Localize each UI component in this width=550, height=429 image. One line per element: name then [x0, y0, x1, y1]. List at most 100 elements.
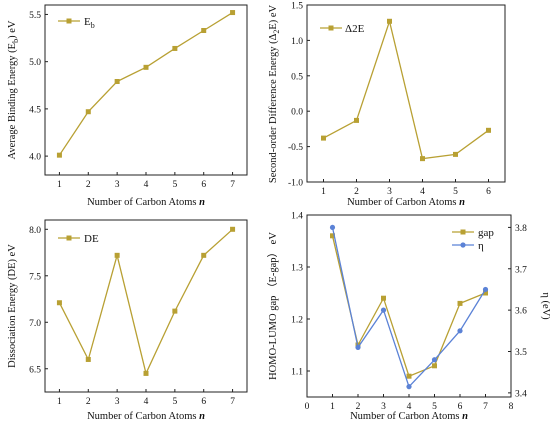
legend: DE — [58, 233, 99, 245]
data-point — [457, 328, 463, 334]
y-axis-title: Second-order Difference Energy (Δ2E) eV — [268, 4, 281, 183]
x-tick-label: 3 — [381, 402, 386, 412]
data-point — [201, 28, 207, 33]
data-point — [457, 300, 463, 306]
y-tick-label: 4.0 — [29, 153, 41, 163]
y-right-tick-label: 3.6 — [515, 307, 527, 317]
data-point — [354, 117, 359, 123]
legend-label: DE — [84, 233, 99, 245]
y-tick-label: -1.0 — [288, 179, 303, 189]
data-point — [143, 370, 149, 376]
data-point — [355, 344, 361, 350]
data-point — [56, 300, 62, 306]
plot-frame — [44, 219, 248, 393]
data-point — [482, 286, 489, 293]
y-axis-title: Average Binding Energy (Eb) eV — [7, 20, 20, 159]
data-point — [143, 64, 149, 70]
y-axis: 4.0 4.5 5.0 5.5 — [29, 11, 48, 163]
x-tick-label: 0 — [305, 402, 310, 412]
series-line-primary — [58, 228, 234, 376]
y-tick-label: 6.5 — [29, 365, 41, 375]
x-tick-label: 6 — [486, 187, 491, 197]
x-tick-label: 2 — [86, 397, 91, 407]
y-tick-label: 1.3 — [291, 264, 303, 274]
data-point — [172, 308, 178, 314]
x-axis-title: Number of Carbon Atoms n — [87, 411, 205, 422]
x-tick-label: 2 — [354, 187, 359, 197]
x-tick-label: 5 — [172, 180, 177, 190]
data-point — [431, 357, 438, 363]
legend-swatch-marker-eta — [460, 242, 466, 248]
x-axis-title: Number of Carbon Atoms n — [87, 197, 205, 208]
series-line-secondary — [331, 227, 487, 388]
x-tick-label: 5 — [432, 402, 437, 412]
y-tick-label: 5.5 — [29, 11, 41, 21]
y-tick-label: 1.4 — [291, 212, 303, 222]
y-tick-label: 1.2 — [291, 316, 303, 326]
x-tick-label: 3 — [115, 180, 120, 190]
x-axis: 1 2 3 4 5 6 7 — [57, 389, 235, 407]
x-tick-label: 6 — [201, 397, 206, 407]
x-tick-label: 1 — [330, 402, 335, 412]
data-point — [380, 307, 387, 313]
x-tick-label: 2 — [86, 180, 91, 190]
data-point — [406, 373, 412, 379]
data-point — [329, 224, 336, 231]
panel-homo-lumo-gap: 1.1 1.2 1.3 1.4 3.4 3.5 3.6 3.7 3.8 0 1 2 3 4 5 6 7 8 g… — [267, 212, 550, 423]
y-right-tick-label: 3.5 — [515, 348, 527, 358]
legend-label: Eb — [84, 16, 95, 30]
y-right-tick-label: 3.4 — [515, 389, 527, 399]
panel-binding-energy: 4.0 4.5 5.0 5.5 1 2 3 4 5 6 7 Eb Number of Carbon… — [7, 4, 248, 208]
legend-label-eta: η — [478, 240, 484, 252]
x-tick-label: 7 — [230, 180, 235, 190]
series-layer — [321, 18, 491, 162]
y-axis-title: HOMO-LUMO gap （E-gap） eV — [267, 232, 279, 380]
y-right-tick-label: 3.7 — [515, 265, 527, 275]
x-tick-label: 4 — [144, 397, 149, 407]
x-tick-label: 7 — [483, 402, 488, 412]
y-right-tick-label: 3.8 — [515, 224, 527, 234]
x-tick-label: 3 — [387, 187, 392, 197]
series-layer — [56, 226, 236, 376]
series-line-primary — [58, 12, 233, 156]
x-tick-label: 1 — [57, 180, 62, 190]
y-axis: 6.5 7.0 7.5 8.0 — [29, 226, 48, 375]
legend-label-gap: gap — [478, 227, 494, 239]
x-tick-label: 5 — [172, 397, 177, 407]
y-tick-label: 5.0 — [29, 58, 41, 68]
series-line-primary — [323, 18, 489, 160]
y-axis-right-title: η (eV) — [540, 292, 550, 320]
data-point — [230, 226, 236, 232]
legend: Δ2E — [320, 23, 365, 35]
x-tick-label: 7 — [230, 397, 235, 407]
legend-swatch-marker — [66, 235, 72, 241]
data-point — [321, 135, 326, 141]
x-tick-label: 4 — [407, 402, 412, 412]
legend-label: Δ2E — [345, 23, 365, 35]
data-point — [114, 252, 120, 258]
x-axis: 1 2 3 4 5 6 — [321, 179, 491, 197]
y-tick-label: 4.5 — [29, 105, 41, 115]
x-tick-label: 3 — [115, 397, 120, 407]
data-point — [230, 10, 236, 16]
x-tick-label: 1 — [321, 187, 326, 197]
x-tick-label: 5 — [453, 187, 458, 197]
x-tick-label: 1 — [57, 397, 62, 407]
data-point — [381, 295, 386, 301]
plot-frame — [306, 4, 506, 183]
panel-second-order-difference: -1.0 -0.5 0.0 0.5 1.0 1.5 1 2 3 4 5 6 Δ2E Number o… — [268, 2, 506, 208]
data-point — [486, 127, 491, 133]
y-tick-label: 1.5 — [291, 2, 303, 12]
data-point — [114, 79, 120, 84]
data-point — [172, 45, 178, 51]
data-point — [406, 384, 412, 390]
legend-swatch-marker — [328, 25, 334, 31]
y-axis: -1.0 -0.5 0.0 0.5 1.0 1.5 — [288, 2, 310, 189]
data-point — [201, 252, 207, 258]
data-point — [432, 363, 437, 369]
x-tick-label: 2 — [356, 402, 361, 412]
data-point — [483, 290, 488, 296]
series-line-primary — [331, 235, 486, 378]
data-point — [387, 18, 392, 24]
data-point — [330, 233, 335, 239]
